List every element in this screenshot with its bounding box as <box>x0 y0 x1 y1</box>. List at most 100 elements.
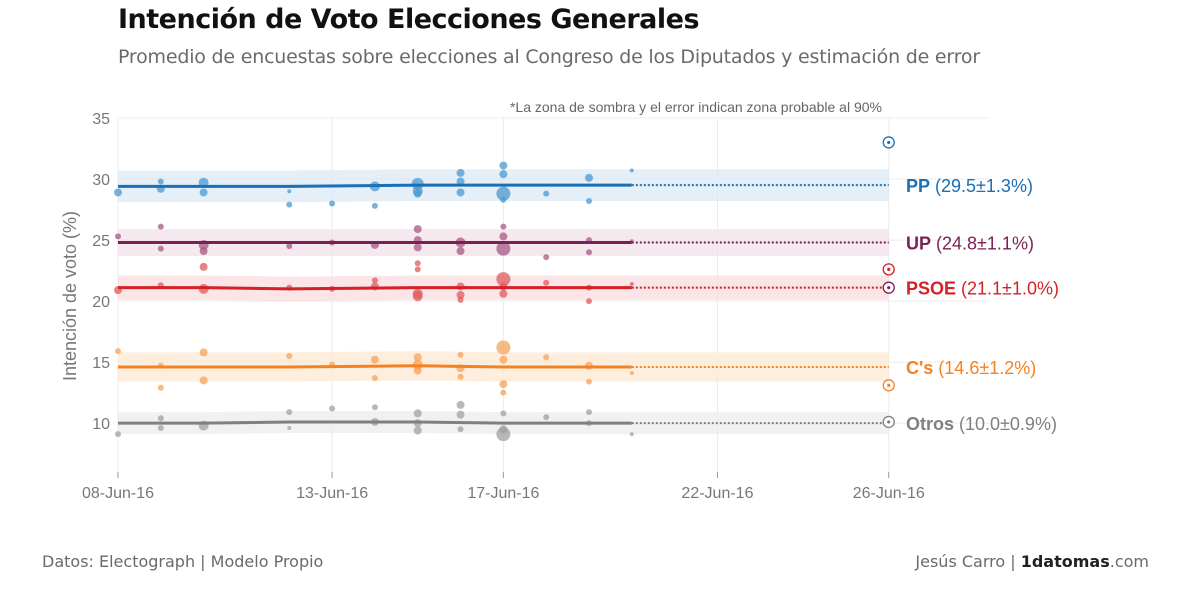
poll-point <box>543 354 550 361</box>
x-tick-label: 13-Jun-16 <box>296 485 368 502</box>
poll-point <box>286 409 293 416</box>
series-name: PP <box>906 176 930 196</box>
poll-point <box>499 355 508 364</box>
poll-point <box>457 351 464 358</box>
poll-point <box>586 378 592 385</box>
trend-lines <box>118 183 889 425</box>
poll-point <box>287 189 292 194</box>
poll-point <box>496 186 511 201</box>
brand-suffix: .com <box>1109 552 1149 571</box>
axes: 10 15 20 25 30 35 08-Jun-16 13-Jun-16 17-Jun-16 2… <box>82 111 925 502</box>
poll-point <box>543 414 550 421</box>
y-axis-label: Intención de voto (%) <box>60 211 80 381</box>
poll-point <box>286 243 293 250</box>
poll-point <box>500 196 507 203</box>
poll-point <box>199 348 208 357</box>
poll-point <box>499 161 508 170</box>
poll-point <box>629 282 634 287</box>
poll-point <box>500 223 507 230</box>
poll-point <box>499 170 508 179</box>
trend-line <box>118 420 632 425</box>
poll-point <box>329 200 336 207</box>
poll-point <box>496 241 511 256</box>
result-marker-dot <box>887 267 891 271</box>
result-marker-dot <box>887 383 891 387</box>
author-name: Jesús Carro | <box>915 552 1021 571</box>
poll-point <box>457 373 464 380</box>
poll-point <box>585 173 593 182</box>
poll-point <box>496 340 511 355</box>
poll-point <box>414 260 421 267</box>
poll-point <box>500 410 507 417</box>
poll-point <box>199 376 208 385</box>
series-value: (29.5±1.3%) <box>930 176 1033 196</box>
y-tick-label: 15 <box>92 355 110 372</box>
poll-point <box>371 404 378 411</box>
poll-point <box>287 426 292 431</box>
x-tick-label: 17-Jun-16 <box>467 485 539 502</box>
poll-point <box>586 409 592 416</box>
poll-point <box>543 254 550 261</box>
shading-note: *La zona de sombra y el error indican zo… <box>510 99 882 115</box>
poll-point <box>457 296 464 303</box>
poll-point <box>629 168 634 173</box>
series-label: Otros (10.0±0.9%) <box>906 414 1057 434</box>
y-tick-label: 10 <box>92 416 110 433</box>
poll-point <box>496 272 511 287</box>
poll-point <box>157 245 164 252</box>
result-markers <box>882 136 895 429</box>
poll-point <box>456 188 465 197</box>
poll-point <box>456 168 465 177</box>
poll-point <box>157 178 164 185</box>
poll-point <box>371 375 378 382</box>
poll-point <box>157 384 164 391</box>
poll-point <box>500 389 507 396</box>
series-label: C's (14.6±1.2%) <box>906 358 1036 378</box>
trend-line <box>118 364 632 369</box>
poll-point <box>413 366 422 375</box>
poll-point <box>629 432 634 437</box>
series-labels: PP (29.5±1.3%) UP (24.8±1.1%) PSOE (21.1±1… <box>906 176 1059 434</box>
poll-point <box>499 425 508 434</box>
poll-point <box>157 425 164 432</box>
poll-point <box>115 233 121 240</box>
brand-name: 1datomas <box>1020 552 1110 571</box>
series-label: PSOE (21.1±1.0%) <box>906 279 1059 299</box>
poll-point <box>114 188 122 197</box>
poll-point <box>370 355 379 364</box>
series-value: (14.6±1.2%) <box>933 358 1036 378</box>
data-source: Datos: Electograph | Modelo Propio <box>42 552 324 571</box>
poll-point <box>413 353 422 362</box>
series-name: C's <box>906 358 933 378</box>
chart-title: Intención de Voto Elecciones Generales <box>118 4 700 35</box>
series-value: (24.8±1.1%) <box>931 234 1034 254</box>
poll-point <box>371 202 378 209</box>
poll-point <box>499 232 508 241</box>
poll-point <box>629 371 634 376</box>
poll-point <box>157 415 164 422</box>
poll-point <box>412 291 423 302</box>
y-tick-label: 25 <box>92 233 110 250</box>
result-marker-dot <box>887 420 891 424</box>
poll-point <box>199 247 208 256</box>
y-tick-label: 20 <box>92 294 110 311</box>
poll-point <box>543 279 550 286</box>
poll-point <box>414 266 421 273</box>
poll-point <box>115 348 121 355</box>
series-value: (21.1±1.0%) <box>956 279 1059 299</box>
result-marker-dot <box>887 140 891 145</box>
series-label: PP (29.5±1.3%) <box>906 176 1033 196</box>
poll-point <box>586 298 592 305</box>
trend-line <box>118 286 632 291</box>
poll-point <box>286 353 293 360</box>
series-name: PSOE <box>906 279 956 299</box>
poll-point <box>586 249 592 256</box>
series-value: (10.0±0.9%) <box>954 414 1057 434</box>
x-tick-label: 08-Jun-16 <box>82 485 154 502</box>
series-name: UP <box>906 234 931 254</box>
poll-point <box>413 409 422 418</box>
poll-point <box>199 262 208 271</box>
poll-point <box>586 198 592 205</box>
series-name: Otros <box>906 414 954 434</box>
